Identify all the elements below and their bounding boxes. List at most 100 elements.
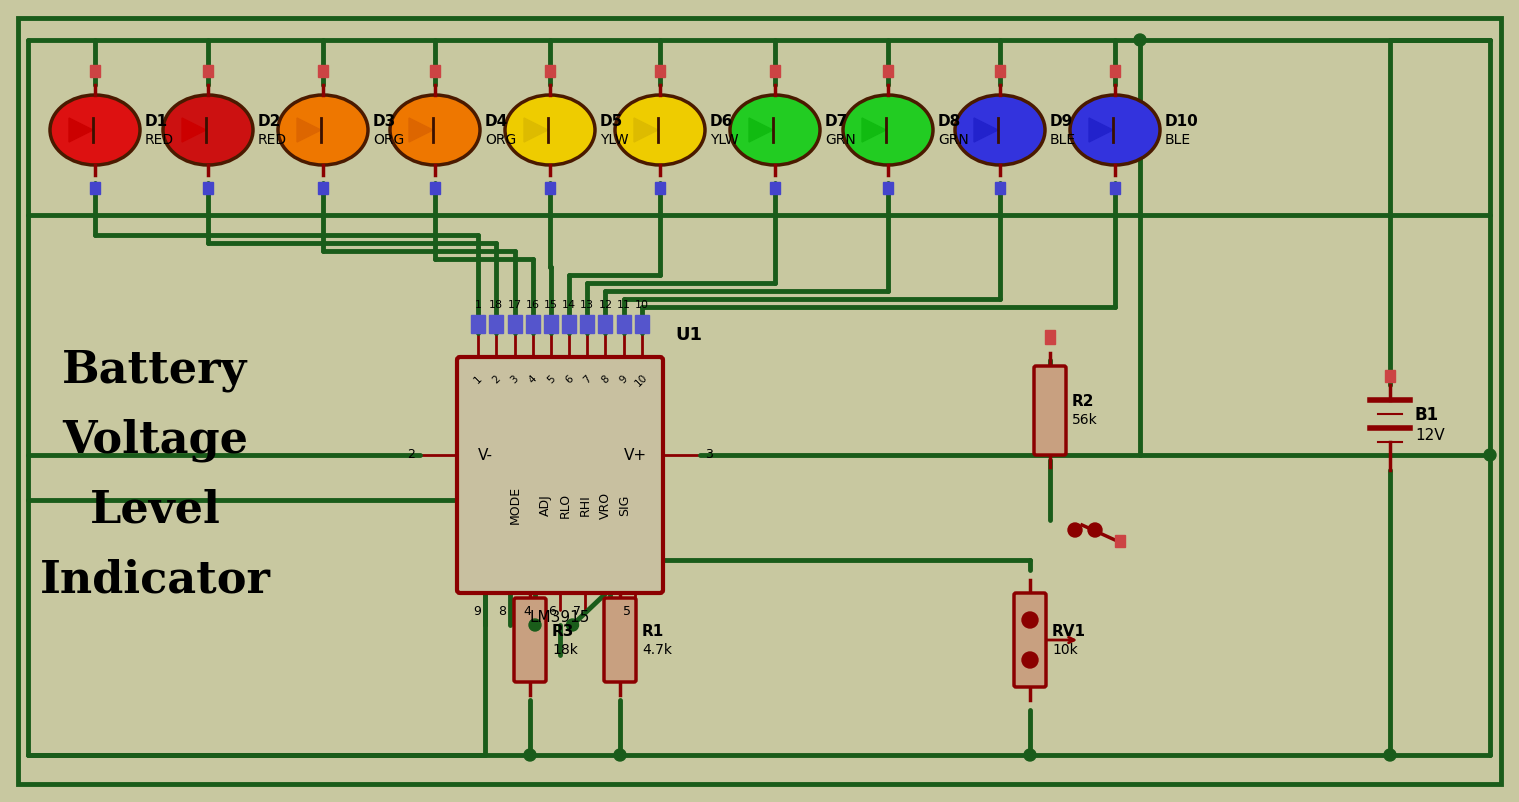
Text: 16: 16 [526, 300, 539, 310]
Text: RED: RED [258, 133, 287, 147]
Text: 14: 14 [562, 300, 576, 310]
Text: 2: 2 [407, 448, 415, 461]
Bar [995, 65, 1006, 77]
Text: RHI: RHI [579, 494, 591, 516]
Circle shape [1022, 612, 1037, 628]
Polygon shape [298, 118, 321, 142]
Ellipse shape [731, 95, 820, 165]
Ellipse shape [504, 95, 595, 165]
Text: D8: D8 [939, 115, 962, 129]
Bar [655, 65, 665, 77]
Bar [655, 182, 665, 194]
Polygon shape [182, 118, 207, 142]
Text: Battery: Battery [62, 349, 248, 391]
Text: D7: D7 [825, 115, 848, 129]
Text: 10k: 10k [1053, 643, 1078, 657]
Text: YLW: YLW [600, 133, 629, 147]
Ellipse shape [955, 95, 1045, 165]
Text: Voltage: Voltage [62, 419, 248, 462]
Text: GRN: GRN [825, 133, 855, 147]
Circle shape [529, 619, 541, 631]
Text: 8: 8 [498, 605, 506, 618]
Bar [883, 182, 893, 194]
Bar [1385, 370, 1394, 382]
Bar [580, 315, 594, 333]
Text: 56k: 56k [1072, 413, 1098, 427]
Text: RV1: RV1 [1053, 625, 1086, 639]
Text: VRO: VRO [598, 492, 612, 519]
Circle shape [1022, 652, 1037, 668]
Polygon shape [409, 118, 433, 142]
Text: 13: 13 [580, 300, 594, 310]
Bar [883, 65, 893, 77]
FancyBboxPatch shape [1034, 366, 1066, 455]
Bar [1045, 330, 1056, 344]
Text: 11: 11 [617, 300, 630, 310]
FancyBboxPatch shape [605, 598, 636, 682]
Text: ORG: ORG [485, 133, 516, 147]
Bar [995, 182, 1006, 194]
Polygon shape [68, 118, 93, 142]
Bar [544, 315, 557, 333]
Polygon shape [974, 118, 998, 142]
Circle shape [524, 749, 536, 761]
Polygon shape [861, 118, 886, 142]
Circle shape [1068, 523, 1082, 537]
Ellipse shape [50, 95, 140, 165]
Text: Indicator: Indicator [39, 558, 270, 602]
Text: D3: D3 [374, 115, 396, 129]
Bar [770, 182, 779, 194]
Text: 2: 2 [491, 374, 503, 386]
Circle shape [614, 749, 626, 761]
FancyBboxPatch shape [457, 357, 662, 593]
Text: 15: 15 [544, 300, 557, 310]
Text: D1: D1 [144, 115, 169, 129]
Bar [317, 182, 328, 194]
Text: R3: R3 [551, 625, 574, 639]
Text: 17: 17 [507, 300, 521, 310]
Text: D2: D2 [258, 115, 281, 129]
Text: 1: 1 [472, 374, 485, 386]
Text: 18k: 18k [551, 643, 577, 657]
Text: R2: R2 [1072, 395, 1095, 410]
Text: 6: 6 [564, 374, 576, 386]
Bar [204, 65, 213, 77]
Text: BLE: BLE [1050, 133, 1075, 147]
Text: Level: Level [90, 488, 220, 532]
Bar [430, 65, 441, 77]
Polygon shape [1089, 118, 1113, 142]
Text: MODE: MODE [509, 486, 521, 524]
Text: BLE: BLE [1165, 133, 1191, 147]
Circle shape [1088, 523, 1101, 537]
Text: 5: 5 [623, 605, 630, 618]
Circle shape [1384, 749, 1396, 761]
Bar [471, 315, 485, 333]
Text: V+: V+ [623, 448, 647, 463]
Bar [1110, 65, 1120, 77]
Polygon shape [749, 118, 773, 142]
Text: RLO: RLO [559, 492, 571, 517]
Text: YLW: YLW [709, 133, 738, 147]
Bar [507, 315, 521, 333]
Text: R1: R1 [643, 625, 664, 639]
Text: 4.7k: 4.7k [643, 643, 671, 657]
FancyBboxPatch shape [1015, 593, 1047, 687]
Ellipse shape [390, 95, 480, 165]
Text: D9: D9 [1050, 115, 1074, 129]
Circle shape [567, 619, 579, 631]
Text: ORG: ORG [374, 133, 404, 147]
Polygon shape [524, 118, 548, 142]
Bar [545, 65, 554, 77]
Text: ADJ: ADJ [539, 494, 551, 516]
Bar [90, 65, 100, 77]
Bar [598, 315, 612, 333]
Bar [1110, 182, 1120, 194]
Text: 3: 3 [509, 374, 521, 386]
Text: 10: 10 [633, 372, 650, 388]
Text: 7: 7 [582, 374, 592, 386]
Bar [770, 65, 779, 77]
Bar [562, 315, 576, 333]
Text: 6: 6 [548, 605, 556, 618]
Ellipse shape [615, 95, 705, 165]
Text: 1: 1 [474, 300, 482, 310]
